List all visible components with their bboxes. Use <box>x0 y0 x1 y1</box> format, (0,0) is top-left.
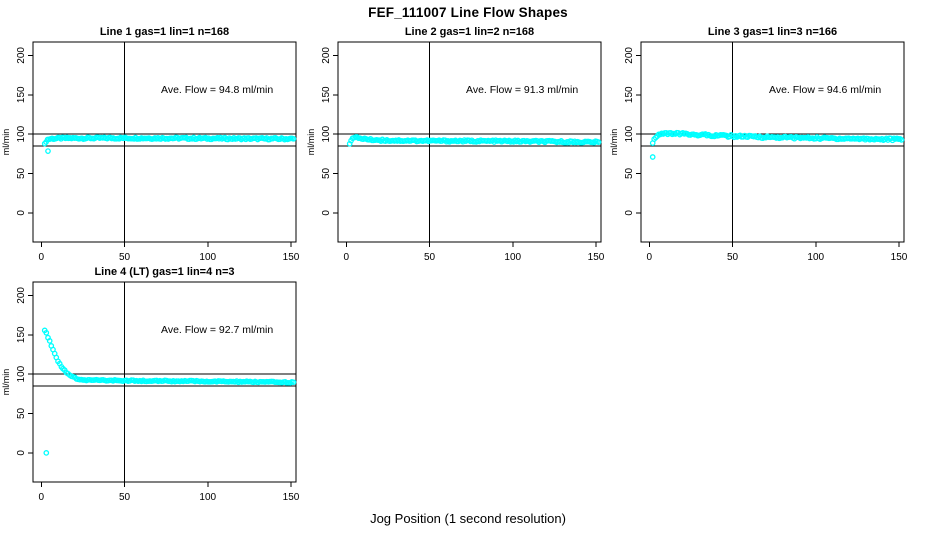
x-axis-title: Jog Position (1 second resolution) <box>370 511 566 526</box>
avg-flow-annotation: Ave. Flow = 94.6 ml/min <box>769 84 881 96</box>
x-tick-label: 0 <box>647 252 653 263</box>
x-tick-label: 100 <box>807 252 824 263</box>
outlier-point <box>45 148 51 154</box>
x-tick-label: 150 <box>891 252 908 263</box>
data-point <box>898 137 905 143</box>
page-title: FEF_111007 Line Flow Shapes <box>368 5 568 20</box>
x-tick-label: 0 <box>39 252 45 263</box>
x-tick-label: 50 <box>119 492 131 503</box>
y-tick-label: 200 <box>624 47 635 64</box>
y-tick-label: 50 <box>16 407 27 419</box>
x-tick-label: 100 <box>199 252 216 263</box>
x-tick-label: 0 <box>344 252 350 263</box>
y-tick-label: 150 <box>16 326 27 343</box>
y-axis-label: ml/min <box>609 129 619 156</box>
y-tick-label: 200 <box>16 287 27 304</box>
x-tick-label: 100 <box>504 252 521 263</box>
outlier-point <box>43 450 50 456</box>
y-tick-label: 200 <box>321 47 332 64</box>
y-tick-label: 150 <box>624 86 635 103</box>
x-tick-label: 0 <box>39 492 45 503</box>
data-point <box>290 379 297 386</box>
y-tick-label: 0 <box>16 210 27 216</box>
x-tick-label: 150 <box>283 252 300 263</box>
x-tick-label: 50 <box>119 252 131 263</box>
panel-4-plot: 0 50 100 150 0 50 100 150 200 ml/min Ave. Flow = 9… <box>1 281 300 503</box>
x-tick-label: 50 <box>424 252 436 263</box>
panel-1-title: Line 1 gas=1 lin=1 n=168 <box>99 26 230 38</box>
x-tick-label: 150 <box>283 492 300 503</box>
avg-flow-annotation: Ave. Flow = 92.7 ml/min <box>161 324 273 336</box>
plot-box <box>640 41 905 243</box>
y-tick-label: 100 <box>321 125 332 142</box>
y-tick-label: 0 <box>624 210 635 216</box>
y-tick-label: 0 <box>16 450 27 456</box>
data-point <box>290 135 297 142</box>
y-tick-label: 100 <box>624 125 635 142</box>
panel-3-plot: 0 50 100 150 0 50 100 150 200 ml/min Ave. Flow = 9… <box>609 41 908 263</box>
plot-box <box>32 41 297 243</box>
panel-4-title: Line 4 (LT) gas=1 lin=4 n=3 <box>94 266 235 278</box>
y-tick-label: 150 <box>16 86 27 103</box>
data-point <box>43 329 50 336</box>
panel-3-title: Line 3 gas=1 lin=3 n=166 <box>707 26 838 38</box>
x-tick-label: 50 <box>727 252 739 263</box>
y-tick-label: 100 <box>16 125 27 142</box>
avg-flow-annotation: Ave. Flow = 91.3 ml/min <box>466 84 578 96</box>
y-tick-label: 100 <box>16 365 27 382</box>
y-tick-label: 200 <box>16 47 27 64</box>
panel-2-plot: 0 50 100 150 0 50 100 150 200 ml/min Ave. Flow = 9… <box>306 41 605 263</box>
data-point <box>595 139 602 145</box>
y-tick-label: 50 <box>16 167 27 179</box>
y-axis-label: ml/min <box>306 129 316 156</box>
y-axis-label: ml/min <box>1 129 11 156</box>
data-point <box>46 338 53 344</box>
y-tick-label: 50 <box>321 167 332 179</box>
panel-2-title: Line 2 gas=1 lin=2 n=168 <box>404 26 535 38</box>
y-tick-label: 50 <box>624 167 635 179</box>
y-axis-label: ml/min <box>1 369 11 396</box>
outlier-point <box>649 154 656 160</box>
y-tick-label: 150 <box>321 86 332 103</box>
panel-1-plot: 0 50 100 150 0 50 100 150 200 ml/min Ave. Flow = 9… <box>1 41 300 263</box>
x-tick-label: 150 <box>588 252 605 263</box>
avg-flow-annotation: Ave. Flow = 94.8 ml/min <box>161 84 273 96</box>
x-tick-label: 100 <box>199 492 216 503</box>
y-tick-label: 0 <box>321 210 332 216</box>
